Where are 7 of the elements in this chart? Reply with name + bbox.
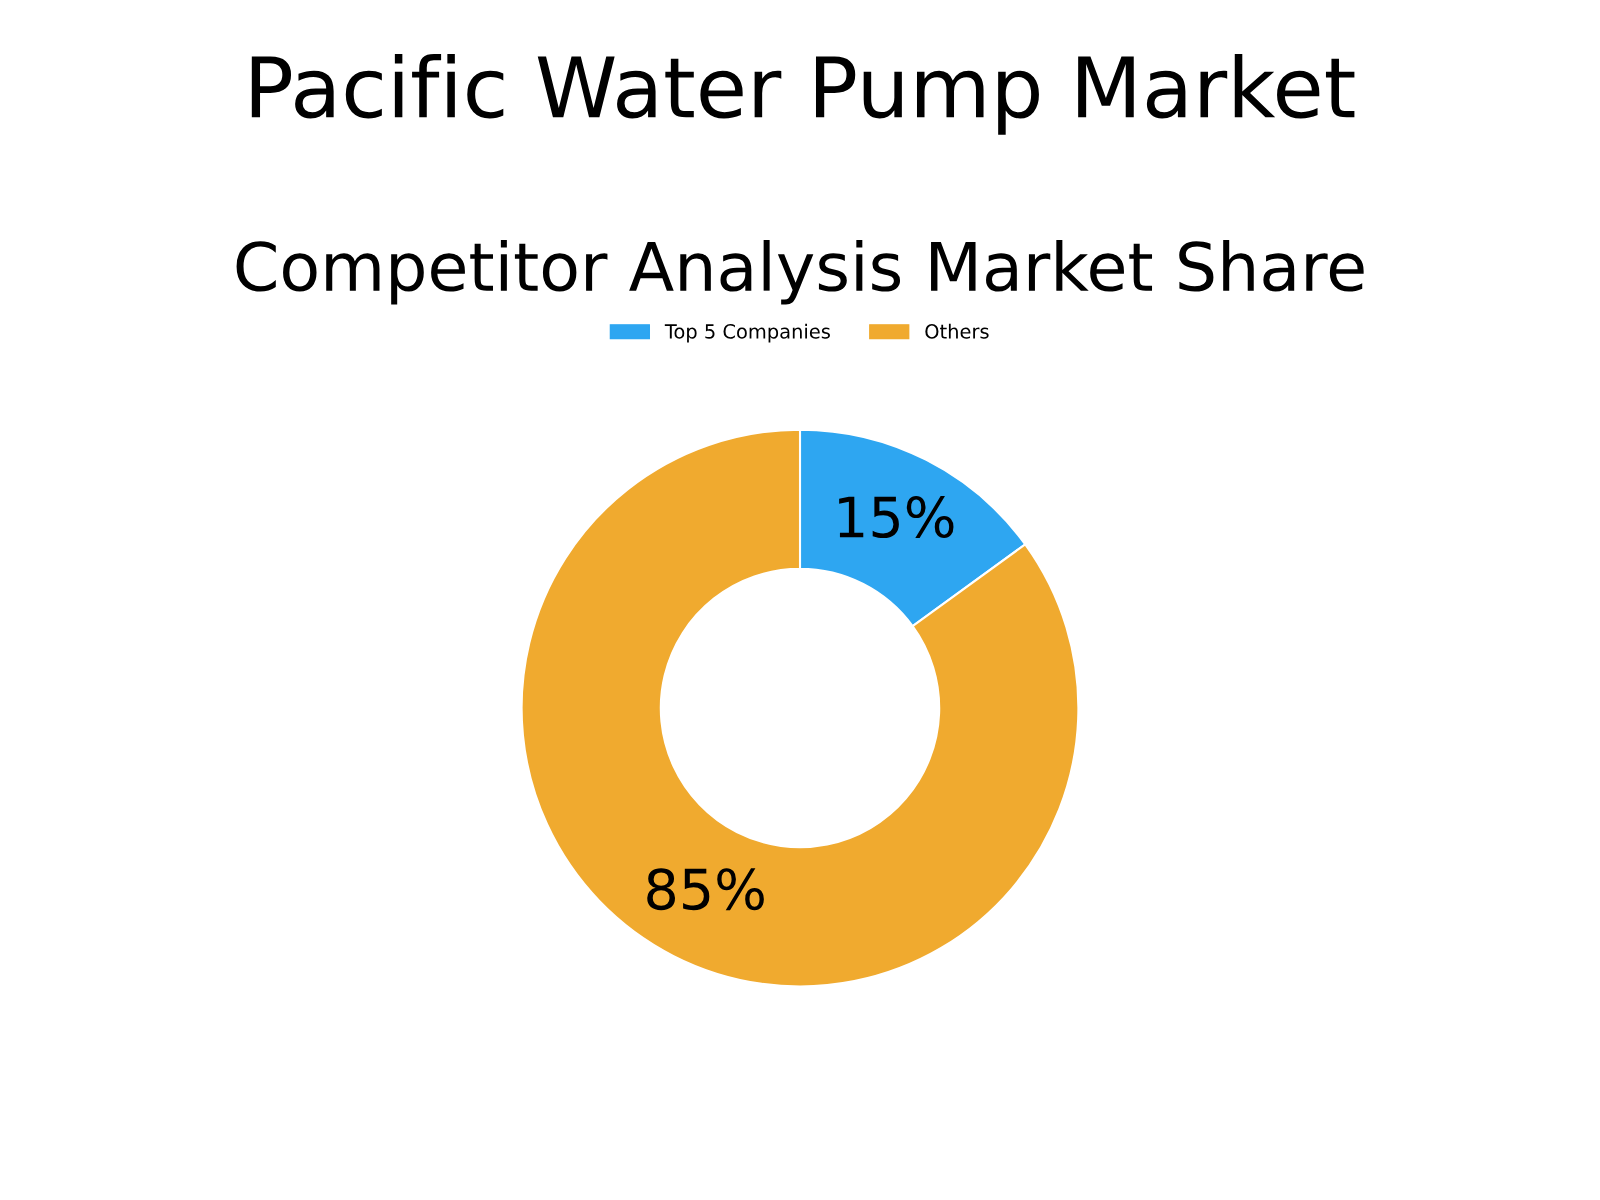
chart-title: Pacific Water Pump Market: [251, 54, 1355, 135]
legend-label: Others: [925, 323, 989, 339]
legend-label: Top 5 Companies: [664, 323, 830, 343]
data-label: 85%: [647, 868, 764, 911]
data-label: 15%: [839, 496, 954, 539]
donut-slice: [520, 428, 1080, 988]
chart-subtitle: Competitor Analysis Market Share: [236, 240, 1364, 305]
